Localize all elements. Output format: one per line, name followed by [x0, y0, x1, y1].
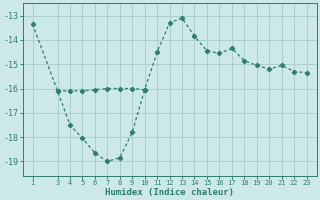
X-axis label: Humidex (Indice chaleur): Humidex (Indice chaleur): [105, 188, 234, 197]
